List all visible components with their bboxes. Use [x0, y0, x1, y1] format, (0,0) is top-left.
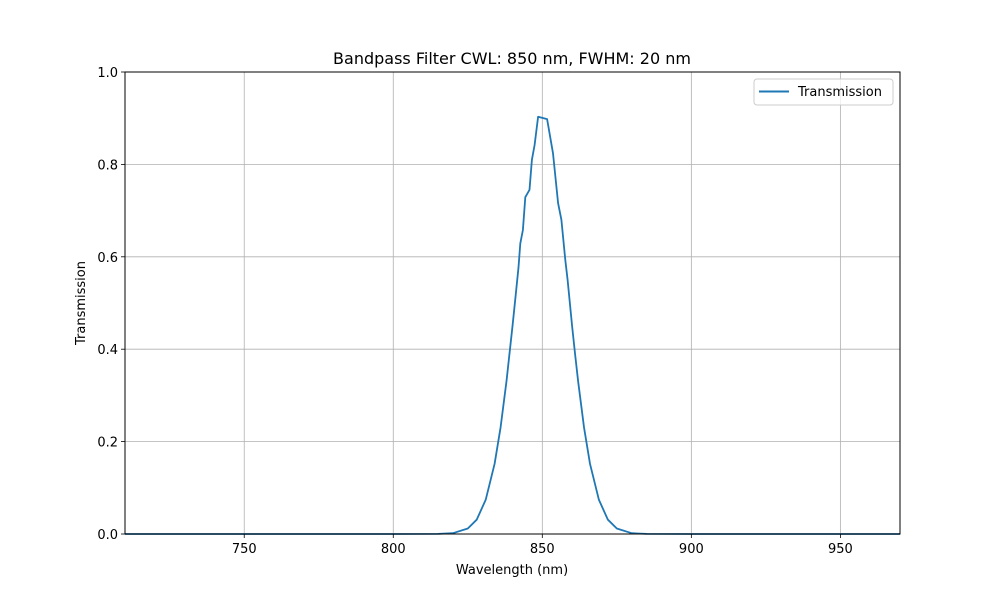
x-tick-label: 800 [381, 542, 406, 557]
legend: Transmission [753, 78, 894, 106]
y-axis-label: Transmission [74, 261, 89, 346]
x-axis-label: Wavelength (nm) [456, 563, 568, 578]
series-layer [125, 115, 900, 535]
y-tick-label: 0.0 [97, 528, 118, 543]
legend-label-transmission: Transmission [797, 85, 882, 100]
series-line-transmission [125, 115, 900, 535]
y-tick-label: 0.2 [97, 436, 118, 451]
chart-title: Bandpass Filter CWL: 850 nm, FWHM: 20 nm [333, 49, 691, 68]
y-tick-label: 0.6 [97, 251, 118, 266]
legend-box [753, 78, 894, 106]
x-tick-label: 850 [530, 542, 555, 557]
y-tick-label: 1.0 [97, 66, 118, 81]
ticks: 750 800 850 900 950 0.0 0.2 0.4 0.6 0.8 1.0 [97, 66, 852, 557]
x-tick-label: 750 [232, 542, 257, 557]
y-tick-label: 0.8 [97, 158, 118, 173]
y-tick-label: 0.4 [97, 343, 118, 358]
x-tick-label: 900 [679, 542, 704, 557]
plot-frame [124, 71, 901, 535]
x-tick-label: 950 [828, 542, 853, 557]
